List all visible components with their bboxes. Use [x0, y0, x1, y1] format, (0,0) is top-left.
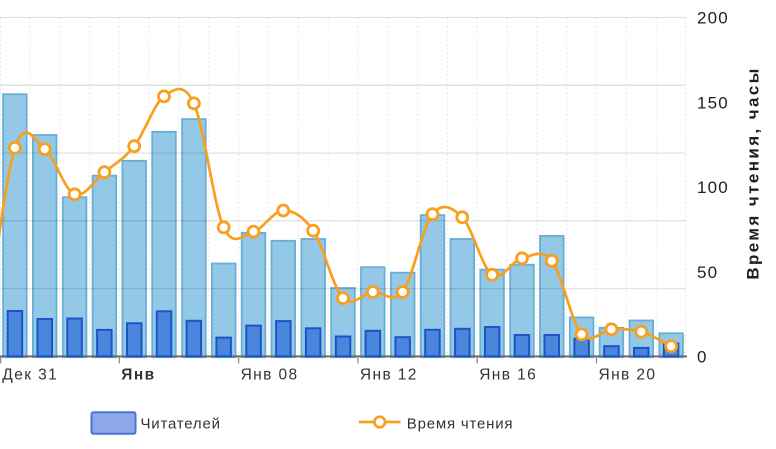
svg-text:Янв 08: Янв 08: [241, 367, 299, 384]
svg-text:Время чтения: Время чтения: [407, 416, 514, 433]
svg-text:Янв 16: Янв 16: [479, 367, 537, 384]
svg-text:Янв: Янв: [121, 367, 155, 384]
svg-text:50: 50: [697, 263, 718, 282]
svg-text:150: 150: [697, 93, 729, 112]
svg-text:Время чтения, часы: Время чтения, часы: [744, 66, 763, 279]
svg-text:Янв 20: Янв 20: [599, 367, 657, 384]
svg-text:200: 200: [697, 9, 729, 28]
svg-text:0: 0: [697, 348, 708, 367]
svg-text:Дек 31: Дек 31: [2, 367, 58, 384]
svg-text:100: 100: [697, 178, 729, 197]
svg-text:Янв 12: Янв 12: [360, 367, 418, 384]
svg-text:Читателей: Читателей: [141, 416, 221, 433]
